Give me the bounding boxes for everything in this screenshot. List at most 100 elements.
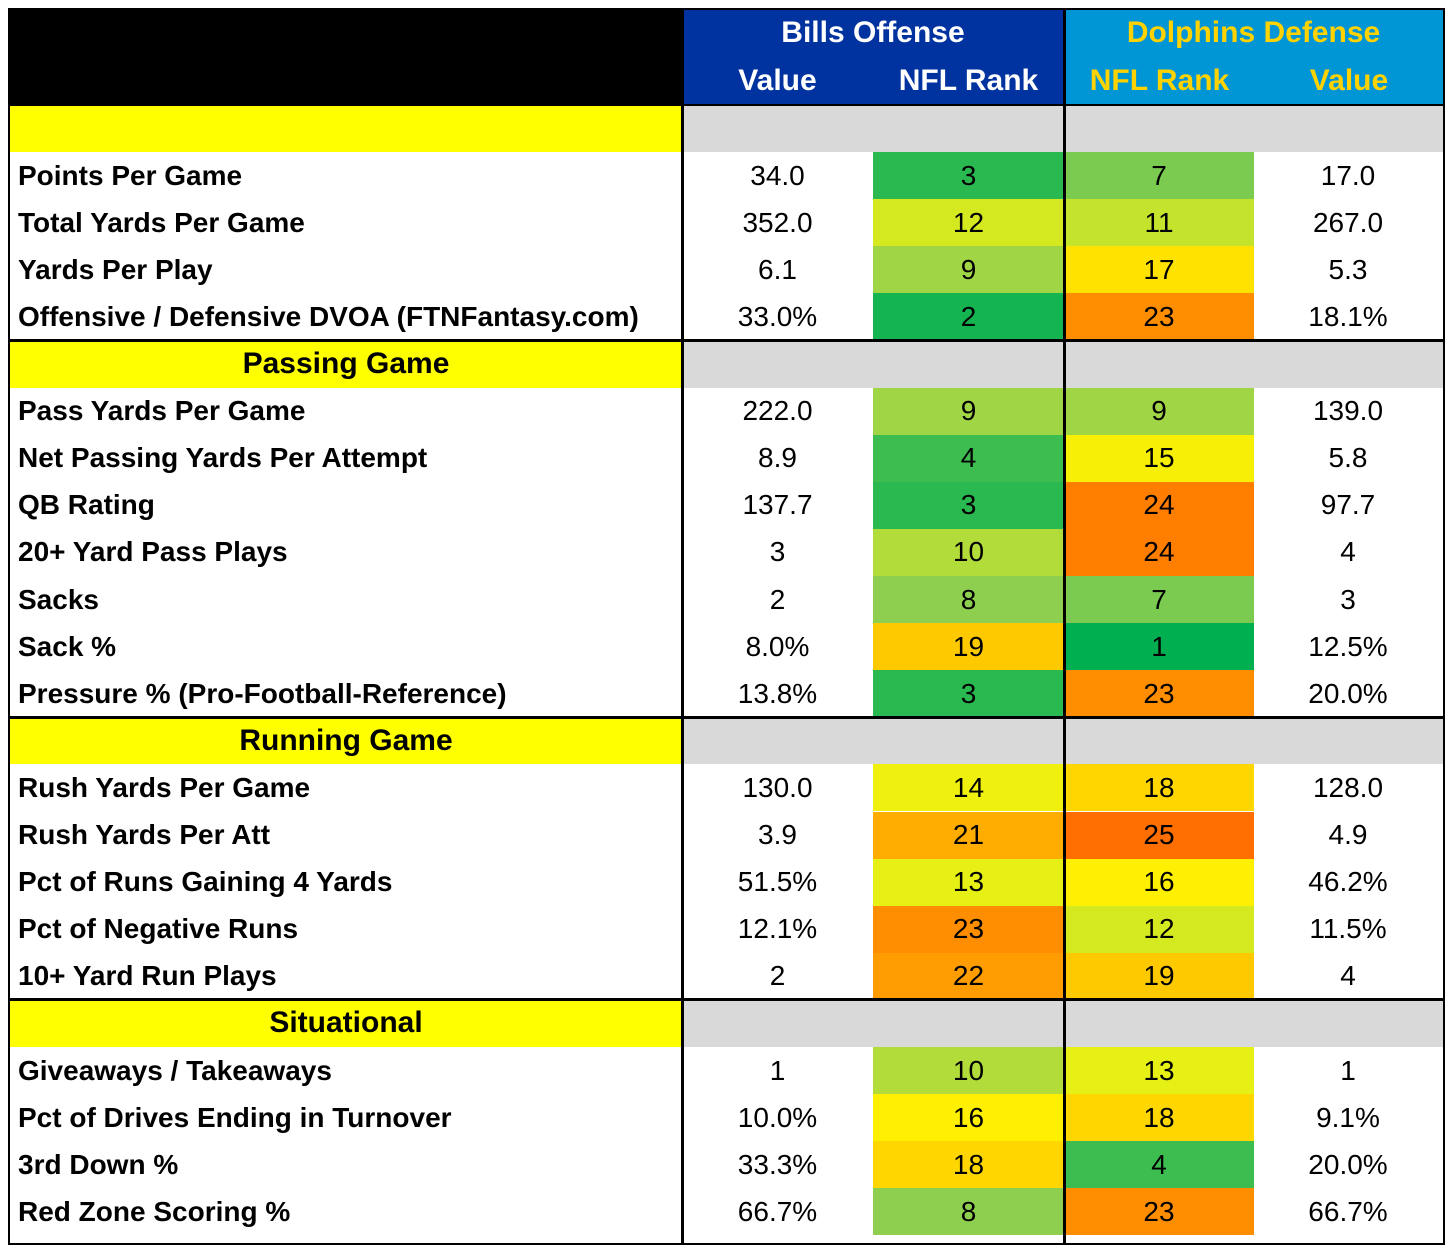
dolphins-rank-cell: 24 (1064, 528, 1254, 576)
section-header: Passing Game (10, 340, 1443, 388)
dolphins-rank-cell: 23 (1064, 293, 1254, 341)
table-row: Giveaways / Takeaways 1 10 13 1 (10, 1047, 1443, 1095)
table-row: Sacks 2 8 7 3 (10, 576, 1443, 624)
bills-rank-cell: 14 (873, 764, 1064, 812)
dolphins-value-cell: 139.0 (1312, 395, 1384, 427)
table-row: 10+ Yard Run Plays 2 22 19 4 (10, 952, 1443, 1000)
label-divider (681, 10, 684, 1243)
dolphins-value-cell: 4 (1340, 536, 1356, 568)
section-header: Situational (10, 999, 1443, 1047)
dolphins-rank-cell: 16 (1064, 858, 1254, 906)
dolphins-rank-cell: 24 (1064, 481, 1254, 529)
section-gray-band (682, 717, 1443, 765)
section-border (10, 715, 1443, 719)
table-row: Offensive / Defensive DVOA (FTNFantasy.c… (10, 293, 1443, 341)
table-row: Points Per Game 34.0 3 7 17.0 (10, 152, 1443, 200)
stat-label: Sacks (18, 583, 99, 615)
bills-rank-cell: 3 (873, 670, 1064, 718)
stat-label: Total Yards Per Game (18, 206, 305, 238)
bills-rank-cell: 8 (873, 576, 1064, 624)
dolphins-rank-cell: 19 (1064, 952, 1254, 1000)
table-row: Total Yards Per Game 352.0 12 11 267.0 (10, 199, 1443, 247)
dolphins-value-cell: 20.0% (1308, 677, 1388, 709)
bills-rank-cell: 9 (873, 246, 1064, 294)
dolphins-rank-cell: 7 (1064, 576, 1254, 624)
bills-rank-cell: 23 (873, 905, 1064, 953)
section-border (10, 998, 1443, 1002)
bills-value-cell: 6.1 (758, 253, 797, 285)
stat-label: Rush Yards Per Game (18, 771, 311, 803)
bills-rank-cell: 10 (873, 528, 1064, 576)
dolphins-rank-cell: 15 (1064, 434, 1254, 482)
section-border (10, 339, 1443, 342)
table-row: 20+ Yard Pass Plays 3 10 24 4 (10, 528, 1443, 576)
table-row: Red Zone Scoring % 66.7% 8 23 66.7% (10, 1188, 1443, 1236)
stat-label: 20+ Yard Pass Plays (18, 536, 288, 568)
bills-rank-cell: 8 (873, 1188, 1064, 1236)
section-gray-band (682, 105, 1443, 153)
bills-value-cell: 2 (769, 583, 786, 615)
table-row: Net Passing Yards Per Attempt 8.9 4 15 5.8 (10, 434, 1443, 482)
table-row: Yards Per Play 6.1 9 17 5.3 (10, 246, 1443, 294)
stat-label: Pressure % (Pro-Football-Reference) (18, 677, 507, 709)
dolphins-value-cell: 128.0 (1312, 771, 1384, 803)
dolphins-value-cell: 4 (1340, 960, 1356, 992)
bills-value-cell: 10.0% (737, 1101, 818, 1133)
dolphins-value-cell: 4.9 (1328, 819, 1368, 851)
bills-value-cell: 352.0 (742, 206, 813, 238)
stat-label: Yards Per Play (18, 253, 213, 285)
bills-value-header: Value (738, 63, 817, 97)
dolphins-value-cell: 9.1% (1316, 1101, 1380, 1133)
bills-value-cell: 8.0% (745, 630, 810, 662)
bills-value-cell: 51.5% (737, 866, 818, 898)
bills-value-cell: 13.8% (737, 677, 818, 709)
table-row: Sack % 8.0% 19 1 12.5% (10, 623, 1443, 671)
dolphins-value-cell: 20.0% (1308, 1148, 1388, 1180)
dolphins-rank-cell: 4 (1064, 1141, 1254, 1189)
stat-label: Pct of Negative Runs (18, 913, 299, 945)
stat-label: Points Per Game (18, 159, 243, 191)
section-title: Running Game (10, 717, 682, 765)
section-title (10, 105, 682, 153)
stat-label: Giveaways / Takeaways (18, 1054, 332, 1086)
table-row: 3rd Down % 33.3% 18 4 20.0% (10, 1141, 1443, 1189)
bills-offense-header: Bills Offense Value NFL Rank (682, 10, 1064, 105)
bills-value-cell: 33.0% (737, 300, 818, 332)
table-row: Pct of Negative Runs 12.1% 23 12 11.5% (10, 905, 1443, 953)
table-row: Rush Yards Per Att 3.9 21 25 4.9 (10, 811, 1443, 859)
bills-value-cell: 1 (769, 1054, 786, 1086)
stat-label: Red Zone Scoring % (18, 1195, 291, 1227)
bills-rank-cell: 19 (873, 623, 1064, 671)
stat-label: 3rd Down % (18, 1148, 179, 1180)
dolphins-rank-cell: 7 (1064, 152, 1254, 200)
bills-rank-cell: 16 (873, 1094, 1064, 1142)
dolphins-rank-cell: 23 (1064, 670, 1254, 718)
bills-value-cell: 130.0 (742, 771, 813, 803)
dolphins-value-cell: 1 (1340, 1054, 1356, 1086)
dolphins-value-cell: 5.3 (1328, 253, 1368, 285)
dolphins-value-cell: 17.0 (1320, 159, 1376, 191)
dolphins-rank-cell: 23 (1064, 1188, 1254, 1236)
bills-value-cell: 2 (769, 960, 786, 992)
matchup-table: Bills Offense Value NFL Rank Dolphins De… (8, 8, 1445, 1245)
section-header: Running Game (10, 717, 1443, 765)
dolphins-subheader: NFL Rank Value (1064, 56, 1443, 105)
dolphins-defense-header: Dolphins Defense NFL Rank Value (1064, 10, 1443, 105)
bills-value-cell: 222.0 (742, 395, 813, 427)
dolphins-rank-cell: 12 (1064, 905, 1254, 953)
dolphins-value-cell: 46.2% (1308, 866, 1388, 898)
section-title: Situational (10, 999, 682, 1047)
dolphins-value-cell: 66.7% (1308, 1195, 1388, 1227)
bills-value-cell: 33.3% (737, 1148, 818, 1180)
bills-subheader: Value NFL Rank (682, 56, 1064, 105)
bills-value-cell: 137.7 (742, 489, 813, 521)
bills-value-cell: 66.7% (737, 1195, 818, 1227)
dolphins-value-header: Value (1309, 63, 1389, 97)
table-row: QB Rating 137.7 3 24 97.7 (10, 481, 1443, 529)
bills-value-cell: 34.0 (750, 159, 805, 191)
dolphins-value-cell: 11.5% (1309, 913, 1387, 945)
bills-rank-header: NFL Rank (898, 63, 1039, 97)
stat-label: Pct of Runs Gaining 4 Yards (18, 866, 393, 898)
bills-rank-cell: 12 (873, 199, 1064, 247)
header-border (10, 104, 1443, 106)
